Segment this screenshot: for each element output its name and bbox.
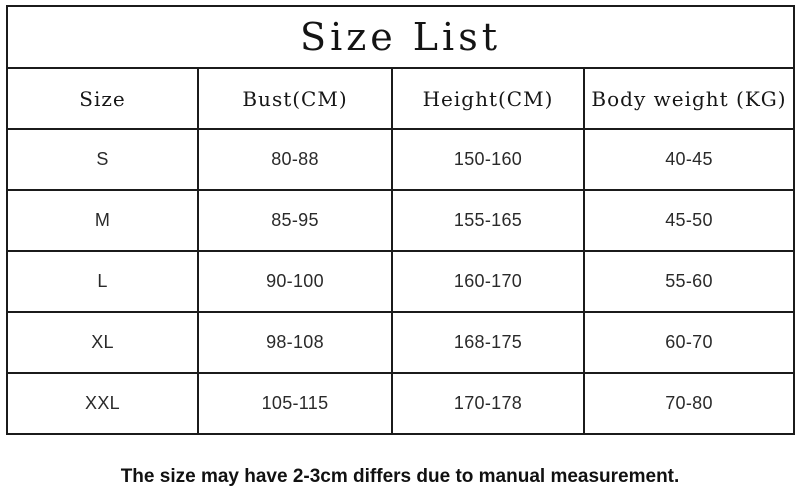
column-header-size: Size	[6, 67, 199, 130]
page-title: Size List	[6, 5, 795, 69]
title-row: Size List	[6, 5, 795, 69]
measurement-note: The size may have 2-3cm differs due to m…	[120, 466, 680, 487]
size-value: 40-45	[583, 128, 795, 191]
size-value: 85-95	[197, 189, 393, 252]
size-value: 98-108	[197, 311, 393, 374]
size-value: 60-70	[583, 311, 795, 374]
size-value: 70-80	[583, 372, 795, 435]
size-value: 90-100	[197, 250, 393, 313]
size-table: Size List Size Bust(CM) Height(CM) Body wei…	[6, 5, 795, 435]
size-value: 155-165	[391, 189, 585, 252]
size-value: 170-178	[391, 372, 585, 435]
size-value: 55-60	[583, 250, 795, 313]
size-label: S	[6, 128, 199, 191]
column-header-body-weight-kg: Body weight (KG)	[583, 67, 795, 130]
size-value: 80-88	[197, 128, 393, 191]
size-label: M	[6, 189, 199, 252]
table-row: M 85-95 155-165 45-50	[6, 189, 795, 252]
table-row: L 90-100 160-170 55-60	[6, 250, 795, 313]
size-label: XL	[6, 311, 199, 374]
size-value: 45-50	[583, 189, 795, 252]
size-label: L	[6, 250, 199, 313]
table-header-row: Size Bust(CM) Height(CM) Body weight (KG)	[6, 67, 795, 130]
size-value: 150-160	[391, 128, 585, 191]
size-value: 160-170	[391, 250, 585, 313]
table-body: S 80-88 150-160 40-45 M 85-95 155-165 45-50 L 90-…	[6, 128, 795, 435]
column-header-height-cm: Height(CM)	[391, 67, 585, 130]
table-row: S 80-88 150-160 40-45	[6, 128, 795, 191]
size-label: XXL	[6, 372, 199, 435]
table-row: XXL 105-115 170-178 70-80	[6, 372, 795, 435]
column-header-bust-cm: Bust(CM)	[197, 67, 393, 130]
size-value: 105-115	[197, 372, 393, 435]
size-value: 168-175	[391, 311, 585, 374]
table-row: XL 98-108 168-175 60-70	[6, 311, 795, 374]
